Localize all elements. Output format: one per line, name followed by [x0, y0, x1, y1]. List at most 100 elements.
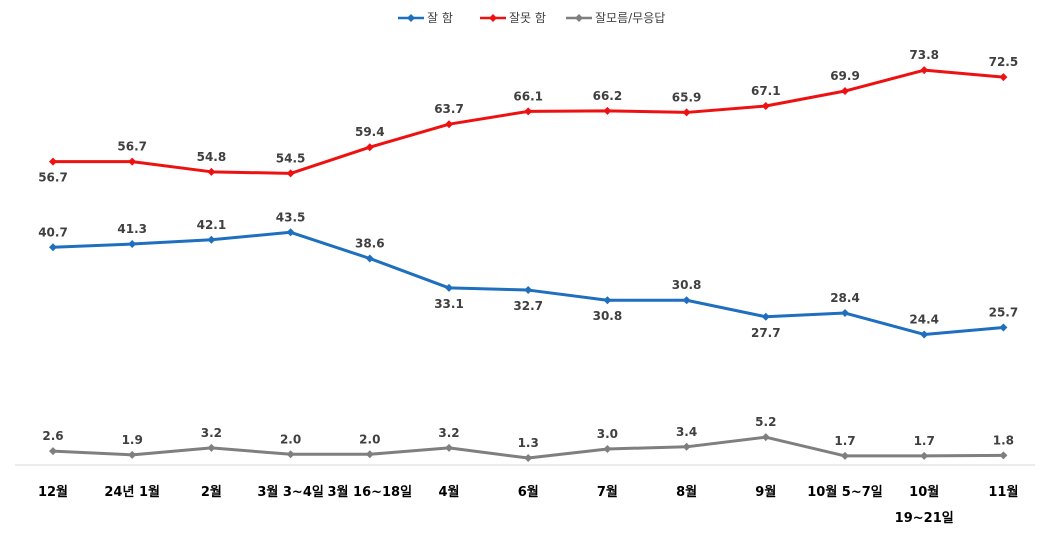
data-label: 54.8	[197, 150, 227, 164]
data-point	[128, 157, 137, 166]
x-tick-label: 11월	[988, 484, 1018, 500]
data-label: 72.5	[989, 55, 1019, 69]
data-point	[49, 157, 57, 166]
data-point	[128, 450, 137, 459]
x-axis-labels: 12월 24년 1월 2월 3월 3~4일 3월 16~18일 4월 6월 7월 8월 9월 10월…	[38, 484, 1018, 526]
data-point	[445, 443, 453, 452]
data-label: 67.1	[751, 84, 781, 98]
data-label: 24.4	[909, 312, 939, 326]
series-line-0	[52, 230, 1004, 336]
legend-entry-1: 잘못 함	[509, 11, 546, 25]
series-0: 40.7 41.3 42.1 43.5 38.6 33.1 32.7 30.8 30.8 27.7…	[38, 210, 1018, 340]
data-point	[761, 102, 770, 111]
data-point	[920, 451, 929, 460]
x-tick-label: 2월	[201, 484, 222, 500]
data-point	[920, 66, 929, 75]
data-point	[603, 444, 612, 453]
legend-entry-2: 잘모름/무응답	[595, 11, 665, 25]
data-label: 30.8	[672, 278, 702, 292]
legend-marker-2	[575, 14, 583, 22]
data-point	[999, 73, 1008, 82]
data-point	[365, 254, 374, 263]
data-point	[445, 120, 453, 129]
data-point	[365, 450, 374, 459]
data-label: 1.8	[993, 433, 1014, 447]
data-point	[445, 283, 453, 292]
data-point	[286, 228, 295, 237]
x-tick-label: 9월	[755, 484, 776, 500]
x-tick-label: 3월 3~4일	[257, 484, 323, 500]
data-label: 27.7	[751, 326, 781, 340]
data-point	[841, 87, 849, 96]
data-point	[603, 106, 612, 115]
data-point	[603, 296, 612, 305]
x-tick-label: 8월	[676, 484, 697, 500]
data-label: 63.7	[434, 102, 464, 116]
data-point	[207, 167, 216, 176]
legend: 잘 함 잘못 함 잘모름/무응답	[398, 11, 665, 25]
data-label: 25.7	[989, 306, 1019, 320]
data-point	[841, 451, 849, 460]
data-label: 41.3	[117, 222, 147, 236]
data-label: 56.7	[117, 140, 147, 154]
data-label: 3.0	[597, 427, 618, 441]
data-label: 66.2	[593, 89, 623, 103]
data-point	[999, 323, 1008, 332]
data-point	[761, 312, 770, 321]
data-point	[207, 235, 216, 244]
data-point	[999, 451, 1008, 460]
data-label: 43.5	[276, 210, 306, 224]
data-label: 2.0	[280, 432, 301, 446]
x-tick-label: 10월	[909, 484, 939, 500]
data-label: 32.7	[513, 299, 543, 313]
data-point	[920, 330, 929, 339]
legend-marker-1	[489, 14, 497, 22]
series-layer: 40.7 41.3 42.1 43.5 38.6 33.1 32.7 30.8 30.8 27.7…	[38, 48, 1018, 463]
legend-entry-0: 잘 함	[427, 11, 453, 25]
data-label: 59.4	[355, 125, 385, 139]
data-point	[49, 243, 57, 252]
data-point	[49, 447, 57, 456]
data-point	[286, 450, 295, 459]
series-1: 56.7 56.7 54.8 54.5 59.4 63.7 66.1 66.2 65.9 67.1…	[38, 48, 1018, 184]
data-label: 1.7	[914, 434, 935, 448]
data-point	[524, 454, 533, 463]
x-tick-label: 12월	[38, 484, 68, 500]
data-point	[682, 296, 691, 305]
data-point	[841, 309, 849, 318]
x-tick-label: 4월	[438, 484, 459, 500]
data-label: 2.0	[359, 432, 380, 446]
data-label: 40.7	[38, 225, 68, 239]
data-label: 65.9	[672, 90, 702, 104]
data-label: 2.6	[42, 429, 63, 443]
data-label: 38.6	[355, 236, 385, 250]
data-label: 33.1	[434, 297, 464, 311]
data-label: 56.7	[38, 171, 68, 185]
data-label: 1.3	[518, 436, 539, 450]
data-label: 28.4	[830, 291, 860, 305]
data-label: 1.7	[834, 434, 855, 448]
data-point	[365, 143, 374, 152]
series-2: 2.6 1.9 3.2 2.0 2.0 3.2 1.3 3.0 3.4 5.2 1.7 1.7 1.8	[42, 415, 1014, 463]
data-point	[524, 286, 533, 295]
data-point	[207, 443, 216, 452]
data-label: 42.1	[197, 218, 227, 232]
data-label: 30.8	[593, 309, 623, 323]
data-label: 3.4	[676, 425, 697, 439]
data-label: 3.2	[201, 426, 222, 440]
data-point	[524, 107, 533, 116]
data-point	[682, 108, 691, 117]
data-label: 66.1	[513, 89, 543, 103]
data-label: 69.9	[830, 69, 860, 83]
data-point	[761, 433, 770, 442]
data-label: 1.9	[122, 433, 143, 447]
data-label: 73.8	[909, 48, 939, 62]
x-tick-label: 7월	[597, 484, 618, 500]
series-line-1	[53, 68, 1004, 175]
data-label: 5.2	[755, 415, 776, 429]
data-label: 54.5	[276, 151, 306, 165]
data-point	[682, 442, 691, 451]
legend-marker-0	[407, 14, 415, 22]
x-tick-label: 24년 1월	[104, 484, 160, 500]
